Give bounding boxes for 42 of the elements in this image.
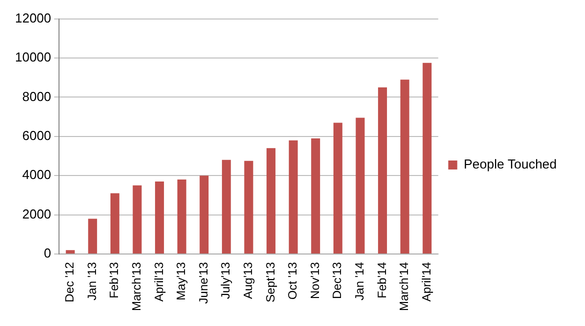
x-tick-label: March'14 — [397, 262, 412, 312]
x-tick-label: April'14 — [419, 262, 434, 302]
x-tick-label: July'13 — [218, 262, 233, 300]
x-tick-label: June'13 — [196, 262, 210, 304]
bar — [155, 181, 164, 254]
y-tick-label: 6000 — [22, 128, 52, 143]
bar — [400, 80, 410, 254]
bar — [66, 250, 75, 254]
bar — [132, 185, 142, 254]
bar — [110, 193, 120, 254]
bar — [88, 218, 98, 254]
x-tick-label: Jan '13 — [84, 262, 99, 300]
x-tick-label: Nov'13 — [308, 262, 322, 300]
bar — [356, 118, 365, 254]
bar — [422, 62, 432, 254]
bar — [311, 138, 320, 254]
x-tick-label: May'13 — [174, 262, 188, 300]
bar — [378, 87, 387, 254]
y-tick-label: 10000 — [14, 50, 52, 65]
x-tick-label: Jan '14 — [352, 262, 367, 300]
bar — [333, 122, 342, 254]
bar — [288, 140, 298, 254]
x-tick-label: Feb'14 — [374, 262, 389, 298]
x-tick-label: Aug'13 — [241, 262, 256, 300]
x-tick-label: Dec'13 — [330, 262, 344, 300]
x-tick-label: April'13 — [152, 262, 166, 302]
bar — [177, 180, 186, 254]
x-tick-label: Oct '13 — [286, 262, 300, 300]
y-tick-label: 0 — [44, 246, 52, 261]
x-tick-label: March'13 — [130, 262, 144, 312]
y-tick-label: 8000 — [22, 88, 52, 104]
x-tick-label: Dec '12 — [62, 262, 77, 302]
bar — [222, 160, 231, 254]
x-tick-label: Feb'13 — [107, 262, 122, 298]
bar — [244, 160, 254, 254]
y-tick-label: 2000 — [22, 206, 52, 222]
bar — [200, 176, 209, 254]
bar — [266, 148, 276, 254]
x-tick-label: Sept'13 — [263, 262, 278, 302]
y-tick-label: 4000 — [22, 167, 52, 182]
y-tick-label: 12000 — [14, 10, 52, 26]
legend-label: People Touched — [464, 156, 557, 172]
